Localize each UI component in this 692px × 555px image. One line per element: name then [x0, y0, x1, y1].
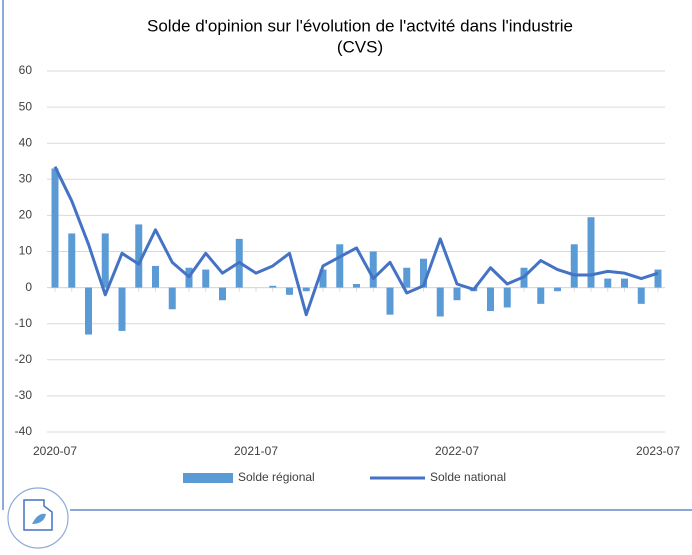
x-tick-label: 2022-07: [435, 444, 479, 458]
legend-swatch: [183, 473, 233, 483]
bar: [503, 287, 511, 308]
bar: [168, 287, 176, 310]
bar: [654, 269, 662, 288]
bar: [621, 278, 628, 288]
bar: [537, 287, 545, 304]
bar: [269, 285, 277, 288]
bar: [420, 258, 427, 288]
y-tick-label: 40: [19, 135, 33, 149]
bar: [101, 233, 109, 288]
bar: [570, 244, 578, 288]
legend-label: Solde régional: [238, 470, 315, 484]
bar: [403, 267, 411, 288]
bar: [219, 287, 226, 301]
chart-title: Solde d'opinion sur l'évolution de l'act…: [147, 16, 573, 35]
bar: [554, 287, 561, 292]
y-tick-label: 30: [19, 171, 33, 185]
bar: [386, 287, 394, 315]
bar: [68, 233, 76, 288]
y-tick-label: 20: [19, 208, 33, 222]
bar: [637, 287, 645, 304]
y-tick-label: 10: [19, 244, 33, 258]
bar: [604, 278, 612, 288]
y-tick-label: 60: [19, 63, 33, 77]
bar: [453, 287, 461, 301]
bar: [152, 265, 159, 288]
y-tick-label: -10: [15, 316, 33, 330]
bar: [302, 287, 310, 292]
y-tick-label: 0: [25, 280, 32, 294]
bar: [118, 287, 126, 331]
bar: [336, 244, 344, 288]
x-tick-label: 2020-07: [33, 444, 77, 458]
y-tick-label: -40: [15, 424, 33, 438]
x-tick-label: 2023-07: [636, 444, 680, 458]
bar: [135, 224, 143, 288]
y-tick-label: -20: [15, 352, 33, 366]
bar: [436, 287, 444, 317]
line: [53, 166, 659, 317]
bar: [319, 269, 327, 288]
bar: [202, 269, 210, 288]
y-tick-label: -30: [15, 388, 33, 402]
bar: [286, 287, 293, 295]
bar: [85, 287, 92, 335]
bar: [487, 287, 494, 312]
legend-label: Solde national: [430, 470, 506, 484]
chart-title: (CVS): [337, 37, 383, 56]
y-tick-label: 50: [19, 99, 33, 113]
bar: [369, 251, 377, 288]
bar: [353, 283, 360, 288]
bar: [51, 168, 59, 288]
x-tick-label: 2021-07: [234, 444, 278, 458]
bar: [587, 217, 595, 288]
